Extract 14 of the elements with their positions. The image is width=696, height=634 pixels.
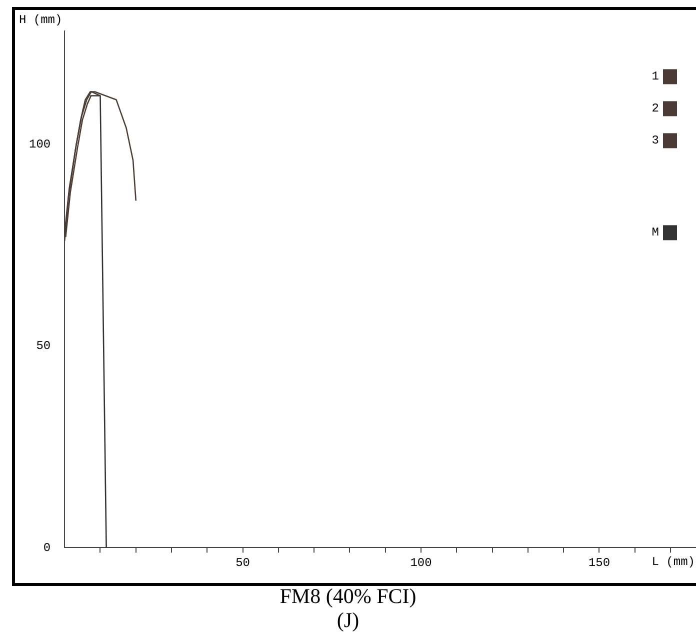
text: (J) xyxy=(336,608,360,633)
x-tick-label: 150 xyxy=(588,556,610,570)
text: FM8 (40% FCI) xyxy=(278,584,418,609)
x-tick-label: 50 xyxy=(236,556,250,570)
y-tick-label: 50 xyxy=(36,339,51,354)
x-tick-label: 100 xyxy=(410,556,432,570)
legend-label: 3 xyxy=(652,133,659,148)
x-axis-title: L (mm) xyxy=(652,554,695,569)
legend-label: M xyxy=(652,225,659,240)
y-axis-title: H (mm) xyxy=(19,13,62,28)
legend-label: 2 xyxy=(652,101,659,116)
y-tick-label: 0 xyxy=(43,540,51,555)
y-tick-label: 100 xyxy=(28,137,51,152)
legend-label: 1 xyxy=(652,69,659,84)
